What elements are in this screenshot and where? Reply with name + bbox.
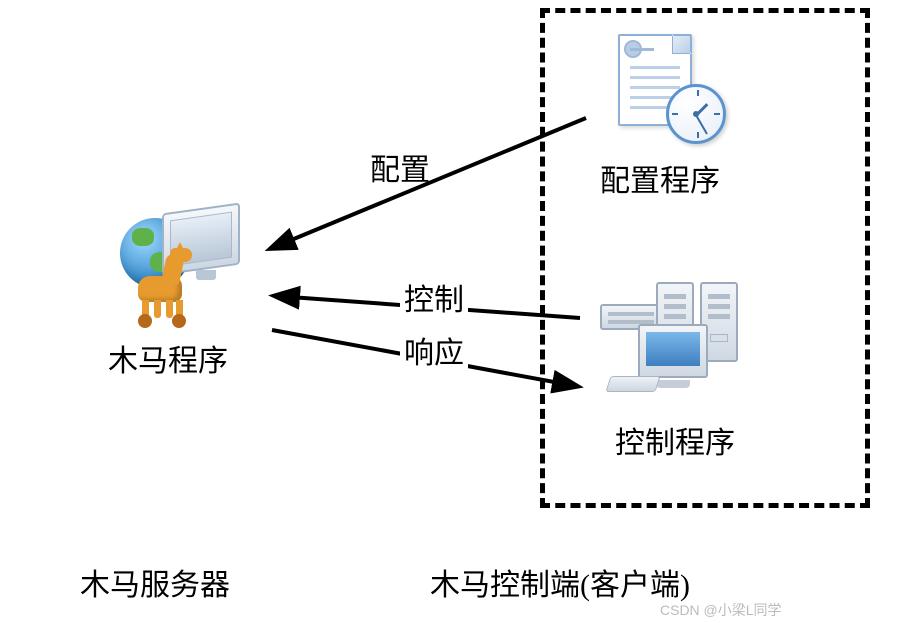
edge-label-control: 控制 (400, 275, 468, 319)
bottom-label-client: 木马控制端(客户端) (430, 560, 690, 604)
bottom-label-server: 木马服务器 (80, 560, 230, 604)
edge-label-response: 响应 (400, 328, 468, 372)
node-config-label: 配置程序 (600, 156, 720, 200)
trojan-icon (110, 200, 250, 330)
node-trojan-program: 木马程序 (110, 200, 250, 380)
edge-label-config: 配置 (370, 145, 430, 189)
pc-monitor-icon (638, 324, 708, 378)
node-config-program: 配置程序 (600, 30, 720, 200)
trojan-architecture-diagram: 木马程序 配置程序 (0, 0, 897, 623)
control-icon (600, 280, 750, 400)
config-icon (600, 30, 720, 140)
trojan-horse-icon (128, 248, 198, 318)
clock-icon (666, 84, 726, 144)
node-control-program: 控制程序 (600, 280, 750, 462)
keyboard-icon (605, 376, 660, 392)
node-trojan-label: 木马程序 (86, 336, 250, 380)
node-control-label: 控制程序 (600, 418, 750, 462)
csdn-watermark: CSDN @小梁L同学 (660, 600, 782, 620)
